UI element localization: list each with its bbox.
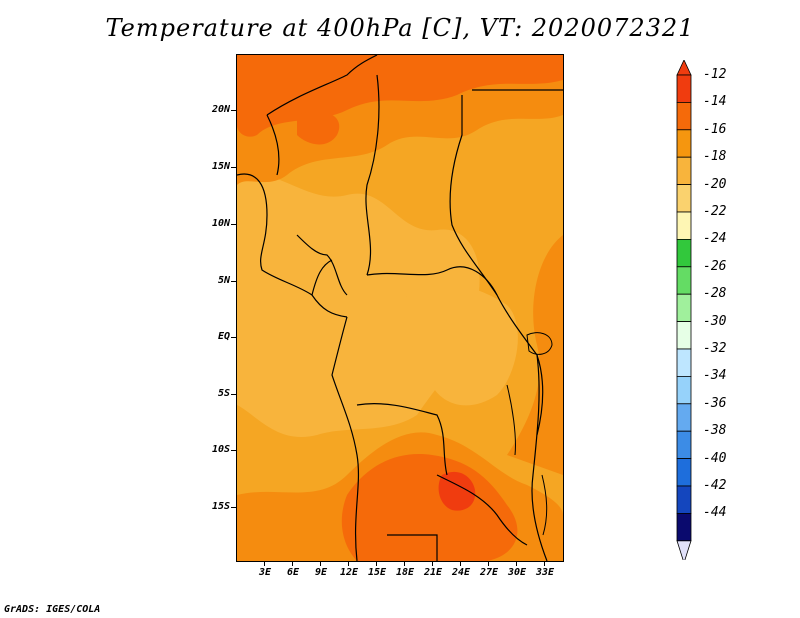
colorbar-label: -38 [703,423,727,439]
colorbar-segment [676,293,692,322]
colorbar-label: -26 [703,258,727,274]
field-cool-region-west [237,173,480,438]
lat-label-5n: 5N [217,275,230,286]
colorbar-segment [676,321,692,350]
field-warmer-northwest [297,111,340,145]
lon-label-6e: 6E [286,567,300,578]
colorbar-label: -16 [703,121,727,137]
lat-tick [231,507,236,508]
lon-tick [404,562,405,566]
colorbar-segment [676,348,692,377]
field-cool-region-central [404,284,518,406]
lon-label-15e: 15E [367,567,387,578]
lon-tick [376,562,377,566]
lat-tick [231,167,236,168]
temperature-field [237,55,563,561]
colorbar-segment [676,129,692,158]
lat-tick [231,337,236,338]
lon-label-30e: 30E [507,567,527,578]
colorbar-segment [676,485,692,514]
colorbar-segment [676,184,692,213]
colorbar-segment [676,512,692,542]
colorbar-segment [676,458,692,487]
lon-label-27e: 27E [479,567,499,578]
lat-tick [231,281,236,282]
colorbar-label: -24 [703,231,727,247]
colorbar-label: -14 [703,94,727,110]
lon-label-12e: 12E [339,567,359,578]
lat-label-15s: 15S [211,501,230,512]
colorbar-label: -22 [703,204,727,219]
lon-tick [432,562,433,566]
lon-label-18e: 18E [395,567,415,578]
colorbar-label: -30 [703,313,727,329]
colorbar-label: -28 [703,286,727,302]
colorbar-segment [676,403,692,432]
colorbar-segment [676,266,692,295]
field-warmer-south [341,454,518,561]
lat-label-10n: 10N [211,218,230,229]
lon-tick [544,562,545,566]
colorbar-segment [676,74,692,103]
lon-tick [348,562,349,566]
lon-label-21e: 21E [423,567,443,578]
colorbar-label: -32 [703,341,727,356]
lon-label-3e: 3E [258,567,272,578]
colorbar-segment [676,238,692,268]
lon-label-9e: 9E [314,567,328,578]
lat-tick [231,110,236,111]
colorbar-segment [676,211,692,240]
field-warm-east [507,235,563,475]
lat-label-10s: 10S [211,444,230,455]
colorbar-segment [676,102,692,131]
lon-tick [488,562,489,566]
colorbar-over-triangle [676,60,692,76]
lon-tick [460,562,461,566]
country-borders [237,55,563,561]
temperature-map [236,54,564,562]
colorbar-label: -42 [703,478,727,493]
colorbar-under-triangle [676,540,692,560]
lat-tick [231,450,236,451]
lon-tick [292,562,293,566]
colorbar [676,60,692,560]
field-hot-spot [438,471,476,511]
lat-tick [231,394,236,395]
colorbar-label: -36 [703,395,727,411]
colorbar-label: -20 [703,176,727,192]
footer-credit: GrADS: IGES/COLA [4,604,101,615]
colorbar-label: -18 [703,149,727,165]
lakes [506,332,553,536]
colorbar-label: -40 [703,450,727,466]
colorbar-segment [676,375,692,405]
lon-tick [264,562,265,566]
lon-tick [320,562,321,566]
lat-label-15n: 15N [211,161,230,172]
colorbar-label: -12 [703,67,727,82]
colorbar-segment [676,430,692,460]
lon-label-33e: 33E [535,567,555,578]
lat-label-20n: 20N [211,104,230,115]
lat-label-5s: 5S [217,388,230,399]
colorbar-segment [676,156,692,185]
lat-tick [231,224,236,225]
colorbar-label: -34 [703,368,727,384]
map-title: Temperature at 400hPa [C], VT: 202007232… [105,14,695,42]
lon-tick [516,562,517,566]
colorbar-label: -44 [703,505,727,521]
lat-label-eq: EQ [217,331,230,342]
lon-label-24e: 24E [451,567,471,578]
